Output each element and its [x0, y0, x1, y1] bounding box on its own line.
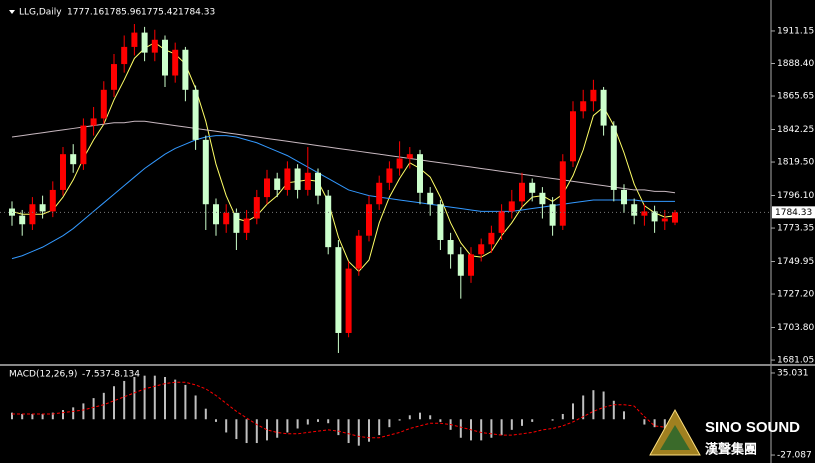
y-tick-label: -27.087	[777, 451, 812, 461]
ohlc-high: 1785.96	[104, 8, 141, 18]
candle-body	[508, 201, 515, 212]
candle-body	[672, 212, 678, 223]
candle-body	[345, 268, 352, 333]
candle-body	[478, 244, 485, 255]
candle-body	[366, 204, 372, 236]
candle-body	[621, 189, 627, 205]
candle-body	[417, 154, 423, 193]
candle-body	[19, 215, 26, 225]
candle-body	[213, 204, 219, 225]
candle-body	[172, 49, 179, 76]
y-tick-label: 1703.80	[777, 323, 814, 333]
watermark-title: SINO SOUND	[705, 419, 800, 436]
menu-arrow[interactable]	[9, 10, 15, 14]
candle-body	[529, 182, 536, 193]
candle-body	[49, 189, 56, 212]
candle-body	[355, 235, 362, 269]
candle-body	[570, 111, 576, 162]
y-tick-label: 1681.05	[777, 356, 814, 366]
price-tag	[772, 206, 815, 219]
candle-body	[264, 178, 270, 198]
ohlc-close: 1784.33	[178, 8, 215, 18]
candle-body	[151, 39, 158, 53]
watermark-subtitle: 漢聲集團	[705, 442, 757, 458]
y-tick-label: 1749.95	[777, 257, 814, 267]
candle-body	[223, 212, 230, 225]
candle-body	[386, 168, 393, 183]
candle-body	[70, 154, 77, 165]
logo-inner	[660, 425, 690, 450]
candle-body	[437, 204, 444, 240]
candle-body	[202, 139, 209, 205]
candle-body	[111, 64, 117, 90]
macd-signal-value: -8.134	[111, 370, 140, 380]
macd-main-value: -7.537	[82, 370, 111, 380]
y-tick-label: 35.031	[777, 368, 809, 378]
candle-body	[80, 125, 87, 165]
candle-body	[253, 197, 260, 219]
candle-body	[447, 239, 454, 255]
candle-body	[233, 212, 240, 233]
candle-body	[304, 172, 311, 190]
price-tag-label: 1784.33	[775, 208, 812, 218]
candle-body	[243, 218, 250, 233]
candle-body	[141, 32, 148, 53]
candle-body	[335, 247, 342, 333]
candle-body	[406, 154, 413, 159]
y-tick-label: 1842.25	[777, 125, 814, 135]
candle-body	[488, 232, 495, 245]
candle-body	[192, 89, 199, 140]
candle-body	[468, 254, 474, 276]
candle-body	[315, 172, 321, 196]
symbol-title: LLG,Daily	[19, 8, 62, 18]
candle-body	[590, 89, 597, 102]
candle-body	[162, 39, 168, 76]
y-tick-label: 1727.20	[777, 290, 814, 300]
candle-body	[131, 32, 138, 47]
candle-body	[121, 46, 128, 65]
y-tick-label: 1865.65	[777, 92, 814, 102]
y-tick-label: 1888.40	[777, 59, 814, 69]
candle-body	[641, 211, 648, 216]
candle-body	[631, 204, 638, 216]
candle-body	[376, 182, 383, 205]
candle-body	[661, 218, 668, 222]
logo	[649, 408, 701, 456]
candle-body	[651, 211, 658, 222]
ohlc-low: 1775.42	[141, 8, 178, 18]
candle-body	[294, 168, 301, 190]
candle-body	[519, 182, 525, 202]
candle-body	[396, 158, 403, 169]
candle-body	[90, 118, 97, 126]
candle-body	[182, 49, 189, 90]
candle-body	[274, 178, 281, 190]
candle-body	[325, 195, 332, 248]
signal-line	[12, 381, 676, 439]
candle-body	[580, 101, 587, 112]
candle-body	[549, 204, 556, 226]
y-tick-label: 1911.15	[777, 26, 814, 36]
candle-body	[100, 89, 107, 119]
candle-body	[60, 154, 66, 190]
ohlc-open: 1777.16	[67, 8, 104, 18]
y-tick-label: 1773.35	[777, 224, 814, 234]
candle-body	[427, 192, 434, 205]
candle-body	[539, 192, 546, 205]
candle-body	[600, 89, 607, 126]
y-tick-label: 1796.10	[777, 191, 814, 201]
candle-body	[39, 204, 46, 212]
candle-body	[29, 204, 36, 225]
candle-body	[559, 161, 566, 226]
macd-title: MACD(12,26,9)	[9, 370, 77, 380]
candle-body	[284, 168, 291, 190]
y-tick-label: 1819.50	[777, 158, 814, 168]
candle-body	[610, 125, 617, 190]
candle-body	[498, 211, 505, 233]
candle-body	[457, 254, 464, 276]
